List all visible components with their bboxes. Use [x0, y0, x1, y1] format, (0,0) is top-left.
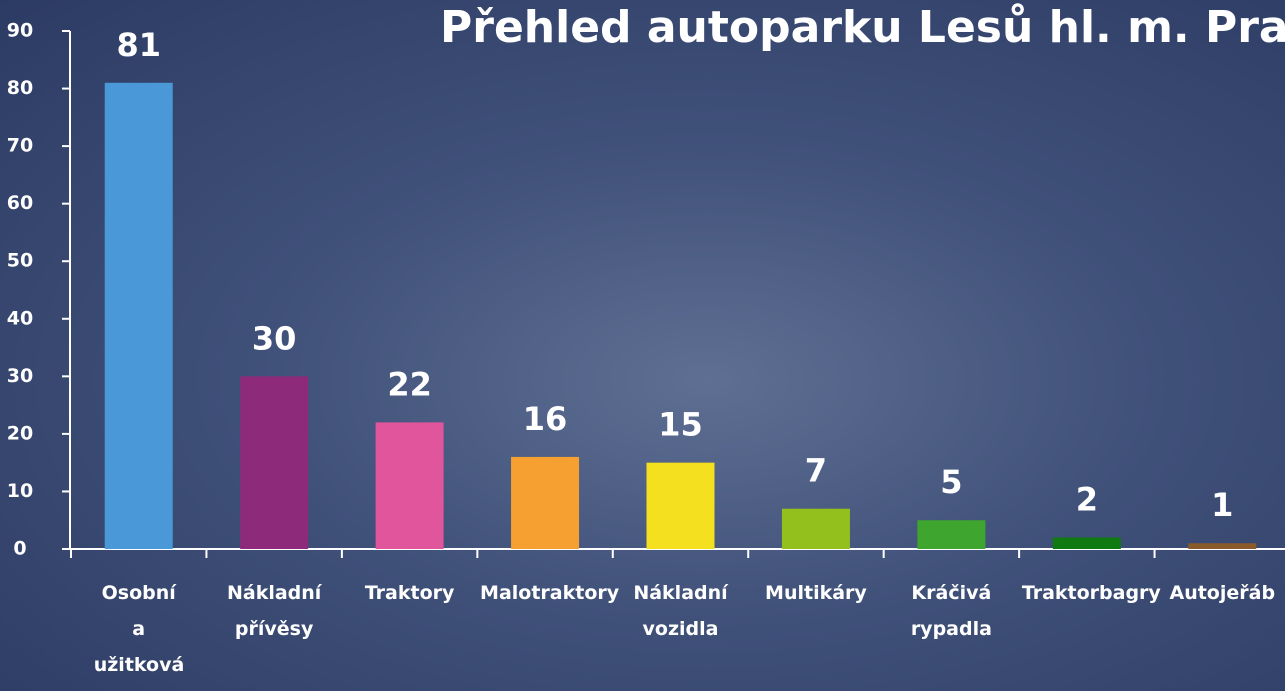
bar	[782, 509, 850, 549]
value-label: 22	[387, 365, 432, 403]
y-tick-label: 90	[7, 20, 33, 42]
bar	[1053, 537, 1121, 549]
bar	[376, 422, 444, 549]
x-tick-label: Osobní a užitková vozidla	[94, 575, 184, 691]
x-tick-label: Traktory	[345, 575, 475, 611]
x-tick-label: Multikáry	[751, 575, 881, 611]
bar	[917, 520, 985, 549]
x-tick-label: Kráčivá rypadla	[886, 575, 1016, 647]
y-tick-label: 70	[7, 135, 33, 157]
x-tick-label: Nákladní vozidla	[616, 575, 746, 647]
value-label: 5	[940, 463, 962, 501]
value-label: 1	[1211, 486, 1233, 524]
bar	[511, 457, 579, 549]
value-label: 16	[523, 400, 568, 438]
y-tick-label: 40	[7, 307, 33, 329]
bar	[1188, 543, 1256, 549]
bar	[105, 83, 173, 549]
y-tick-label: 50	[7, 250, 33, 272]
x-tick-label: Autojeřáb	[1157, 575, 1285, 611]
value-label: 2	[1076, 480, 1098, 518]
y-tick-label: 0	[13, 538, 26, 560]
value-label: 81	[116, 26, 161, 64]
x-tick-label: Traktorbagry	[1022, 575, 1152, 611]
chart-title: Přehled autoparku Lesů hl. m. Prahy	[440, 2, 1285, 53]
x-tick-label: Malotraktory	[480, 575, 610, 611]
bar	[240, 376, 308, 549]
y-tick-label: 30	[7, 365, 33, 387]
value-label: 30	[252, 319, 297, 357]
y-tick-label: 20	[7, 422, 33, 444]
value-label: 15	[658, 406, 703, 444]
y-tick-label: 80	[7, 77, 33, 99]
value-label: 7	[805, 452, 827, 490]
bar	[647, 463, 715, 549]
x-tick-label: Nákladní přívěsy	[209, 575, 339, 647]
chart: Přehled autoparku Lesů hl. m. Prahy 0 10 2…	[0, 0, 1285, 691]
y-tick-label: 60	[7, 192, 33, 214]
y-tick-label: 10	[7, 480, 33, 502]
